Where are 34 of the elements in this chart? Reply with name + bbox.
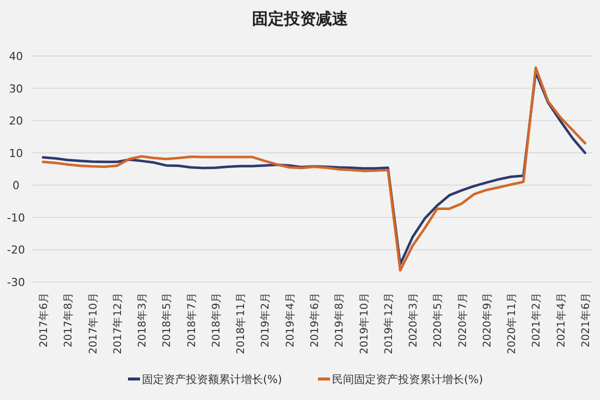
x-tick-label: 2021年4月 bbox=[555, 292, 568, 348]
x-tick-label: 2017年10月 bbox=[87, 292, 100, 354]
x-tick-label: 2018年5月 bbox=[161, 292, 174, 348]
x-tick-label: 2017年8月 bbox=[62, 292, 75, 348]
y-tick-label: 20 bbox=[9, 114, 23, 128]
y-tick-label: 40 bbox=[9, 50, 23, 63]
x-tick-label: 2020年7月 bbox=[456, 292, 469, 348]
x-tick-label: 2017年6月 bbox=[38, 292, 50, 348]
x-tick-label: 2021年2月 bbox=[530, 292, 543, 348]
x-tick-label: 2020年11月 bbox=[506, 292, 518, 354]
x-tick-label: 2020年9月 bbox=[481, 292, 494, 348]
x-tick-label: 2019年4月 bbox=[284, 292, 296, 348]
x-tick-label: 2019年12月 bbox=[382, 292, 395, 354]
x-tick-label: 2020年5月 bbox=[432, 292, 444, 348]
x-tick-label: 2019年8月 bbox=[334, 292, 346, 348]
legend-label: 固定资产投资额累计增长(%) bbox=[142, 373, 282, 386]
chart-title: 固定投资减速 bbox=[252, 9, 349, 28]
x-tick-label: 2020年3月 bbox=[408, 292, 420, 348]
y-tick-label: -30 bbox=[7, 276, 25, 289]
y-tick-label: -10 bbox=[7, 211, 25, 224]
y-tick-label: -20 bbox=[7, 244, 25, 257]
y-tick-label: 10 bbox=[9, 146, 23, 160]
x-tick-label: 2021年6月 bbox=[580, 292, 592, 348]
y-tick-label: 0 bbox=[12, 179, 20, 192]
x-tick-label: 2019年10月 bbox=[358, 292, 370, 354]
x-tick-label: 2017年12月 bbox=[112, 292, 124, 354]
x-tick-label: 2018年7月 bbox=[186, 292, 198, 348]
y-tick-label: 30 bbox=[9, 82, 23, 96]
legend-label: 民间固定资产投资累计增长(%) bbox=[332, 373, 484, 386]
x-tick-label: 2018年3月 bbox=[136, 292, 149, 348]
x-tick-label: 2018年11月 bbox=[235, 292, 248, 354]
x-tick-label: 2019年2月 bbox=[260, 292, 272, 348]
x-tick-label: 2018年9月 bbox=[210, 292, 222, 348]
x-tick-label: 2019年6月 bbox=[309, 292, 321, 348]
